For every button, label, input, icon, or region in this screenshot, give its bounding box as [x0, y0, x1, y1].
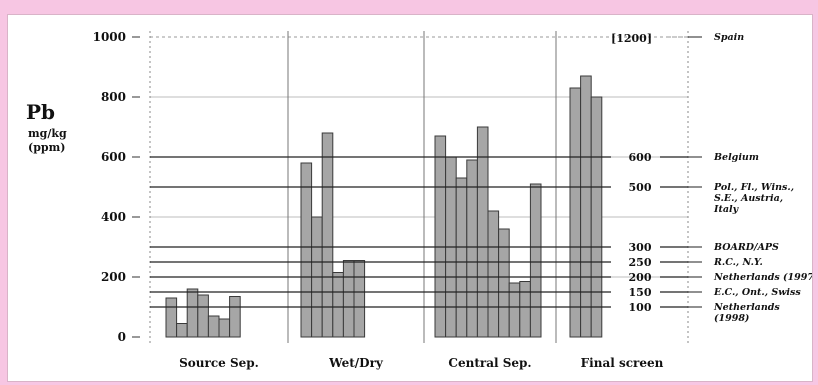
- bar: [580, 75, 592, 338]
- standard-label: Netherlands: [713, 302, 780, 313]
- threshold-label: 150: [629, 286, 652, 299]
- category-label: Central Sep.: [448, 356, 531, 370]
- threshold-label: 200: [629, 271, 652, 284]
- y-axis-unit-ppm: (ppm): [28, 141, 65, 154]
- standard-label: Italy: [713, 204, 740, 215]
- bar: [176, 323, 188, 338]
- bar: [218, 318, 231, 338]
- bar: [321, 132, 334, 338]
- y-tick-label: 800: [101, 90, 126, 104]
- threshold-label: 250: [629, 256, 652, 269]
- y-axis-label: Pb: [26, 100, 55, 124]
- bar: [197, 294, 209, 338]
- bar: [300, 162, 313, 338]
- bar: [590, 96, 603, 338]
- bar: [332, 272, 344, 338]
- threshold-label: 600: [629, 151, 652, 164]
- y-tick-label: 1000: [93, 30, 126, 44]
- category-labels: Source Sep. Wet/Dry Central Sep. Final scre…: [179, 356, 663, 370]
- y-axis-unit: mg/kg: [28, 127, 67, 140]
- threshold-label: 100: [629, 301, 652, 314]
- standard-label: R.C., N.Y.: [713, 257, 763, 268]
- standard-label: S.E., Austria,: [714, 193, 783, 204]
- bar: [207, 315, 220, 338]
- y-tick-label: 600: [101, 150, 126, 164]
- threshold-label: 500: [629, 181, 652, 194]
- standard-label: Netherlands (1997): [713, 272, 812, 283]
- category-label: Source Sep.: [179, 356, 259, 370]
- bar: [529, 183, 542, 338]
- ceiling-note: [1200]: [611, 32, 652, 45]
- bar: [487, 210, 500, 338]
- y-axis: 0 200 400 600 800 1000: [93, 30, 140, 344]
- standard-label: (1998): [714, 313, 749, 324]
- y-tick-label: 200: [101, 270, 126, 284]
- bar: [165, 297, 178, 338]
- y-tick-label: 0: [118, 330, 126, 344]
- chart-frame: 600 500 300 250 200 150 100 0 200 400 600 800 1000 …: [7, 14, 813, 382]
- standard-label: Belgium: [713, 152, 759, 163]
- bar: [569, 87, 582, 338]
- bar: [476, 126, 489, 338]
- bar: [186, 288, 199, 338]
- standard-label: Spain: [714, 32, 744, 43]
- threshold-lines: 600 500 300 250 200 150 100: [150, 36, 688, 314]
- bar: [498, 228, 510, 338]
- threshold-label: 300: [629, 241, 652, 254]
- bar: [353, 260, 366, 338]
- bar: [229, 296, 241, 338]
- standard-label: E.C., Ont., Swiss: [713, 287, 801, 298]
- category-label: Wet/Dry: [328, 356, 384, 370]
- bar: [508, 282, 521, 338]
- category-label: Final screen: [581, 356, 664, 370]
- standard-label: BOARD/APS: [713, 242, 779, 253]
- bars: [165, 75, 603, 338]
- standard-label: Pol., Fl., Wins.,: [713, 182, 794, 193]
- y-tick-label: 400: [101, 210, 126, 224]
- standard-labels: Spain Belgium Pol., Fl., Wins.,S.E., Austr…: [688, 32, 812, 324]
- bar: [342, 260, 355, 338]
- bar: [455, 177, 468, 338]
- bar: [519, 281, 531, 338]
